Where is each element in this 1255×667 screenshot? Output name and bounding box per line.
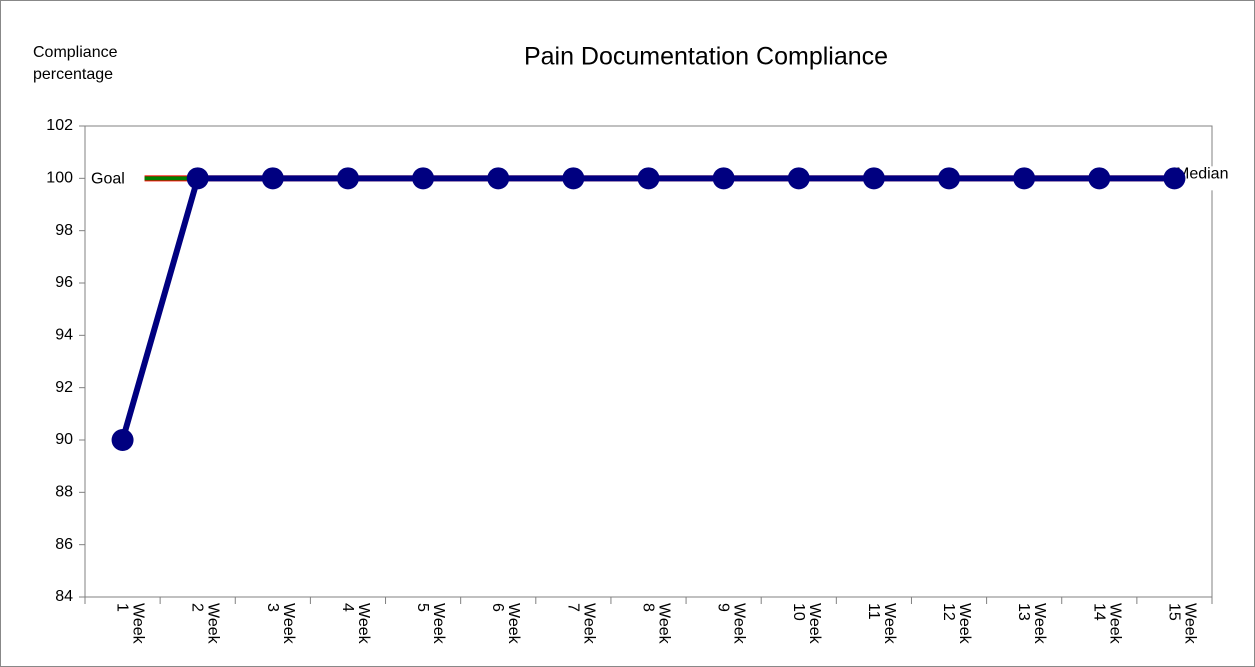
x-tick-label: Week 11: [864, 603, 898, 644]
point: [111, 429, 134, 451]
chart-title: Pain Documentation Compliance: [524, 43, 888, 71]
x-tick-label: Week 5: [414, 603, 448, 644]
x-tick-label: Week 12: [940, 603, 974, 644]
point: [938, 167, 961, 190]
point: [1163, 167, 1186, 190]
x-tick-label: Week 4: [338, 603, 372, 644]
x-tick-label: Week 8: [639, 603, 673, 644]
x-tick-label: Week 13: [1015, 603, 1049, 644]
x-tick-label: Week 6: [489, 603, 523, 644]
x-tick-label: Week 3: [263, 603, 297, 644]
point: [412, 167, 435, 190]
y-tick-label: 84: [55, 588, 73, 605]
point: [637, 167, 660, 190]
y-tick-label: 102: [46, 117, 73, 134]
point: [336, 167, 359, 190]
x-tick-label: Week 9: [714, 603, 748, 644]
point: [712, 167, 735, 190]
goal-label: Goal: [91, 171, 125, 188]
point: [1088, 167, 1111, 190]
x-tick-label: Week 10: [789, 603, 823, 644]
x-tick-label: Week 14: [1090, 603, 1124, 644]
x-tick-label: Week 1: [113, 603, 147, 644]
y-tick-label: 96: [55, 274, 73, 291]
x-tick-label: Week 15: [1165, 603, 1199, 644]
y-tick-label: 92: [55, 379, 73, 396]
point: [787, 167, 810, 190]
y-tick-label: 100: [46, 170, 73, 187]
y-tick-label: 98: [55, 222, 73, 239]
goal-label-bg: [86, 167, 144, 190]
series-line: [119, 175, 1175, 441]
point: [261, 167, 284, 190]
y-tick-label: 88: [55, 484, 73, 501]
y-tick-label: 94: [55, 327, 73, 344]
x-tick-label: Week 7: [564, 603, 598, 644]
point: [862, 167, 885, 190]
median-label: Median: [1176, 166, 1228, 183]
y-tick-label: 90: [55, 431, 73, 448]
x-tick-label: Week 2: [188, 603, 222, 644]
point: [562, 167, 585, 190]
plot-area: [84, 125, 1213, 598]
point: [186, 167, 209, 190]
point: [1013, 167, 1036, 190]
point: [487, 167, 510, 190]
y-tick-label: 86: [55, 536, 73, 553]
y-axis-label: Compliance percentage: [33, 44, 118, 83]
